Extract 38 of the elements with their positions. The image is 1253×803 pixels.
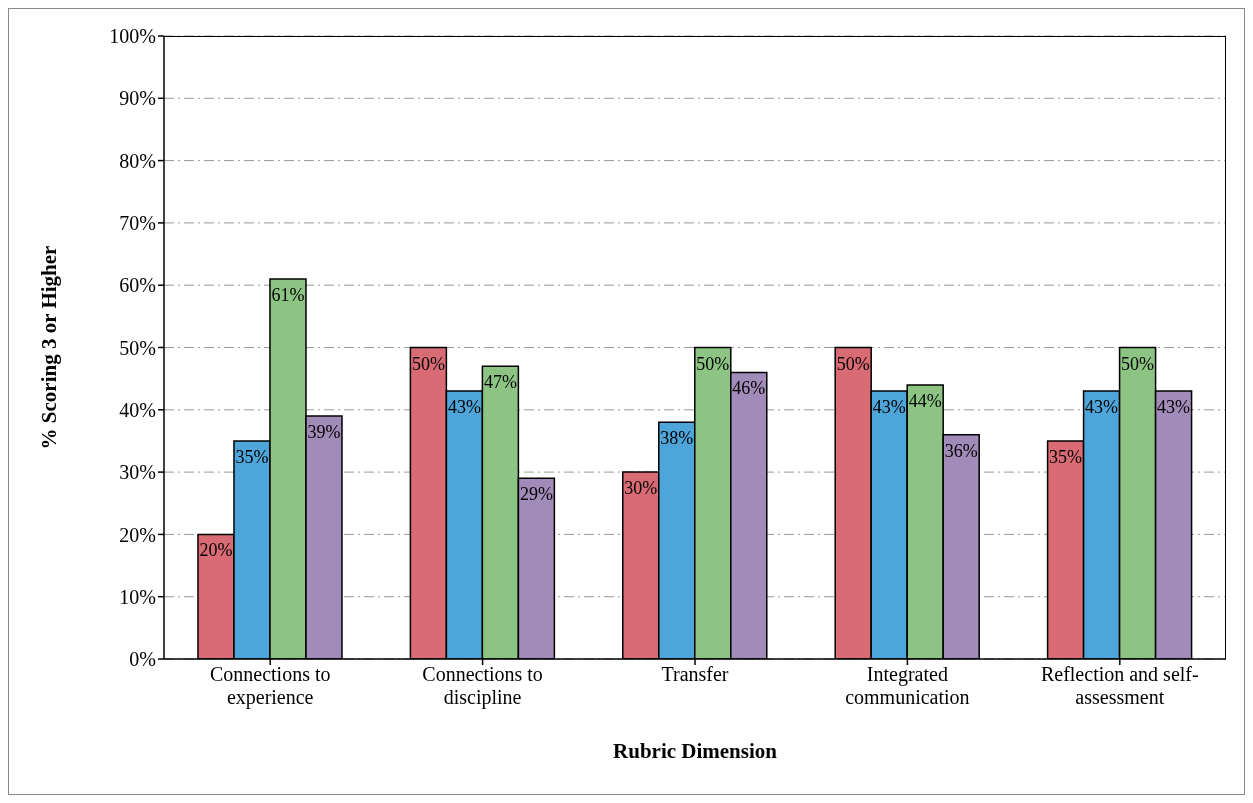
- data-label: 47%: [483, 372, 517, 393]
- y-axis-title: % Scoring 3 or Higher: [37, 245, 62, 450]
- data-label: 20%: [199, 540, 233, 561]
- data-label: 39%: [307, 422, 341, 443]
- data-label: 50%: [696, 353, 730, 374]
- y-tick-label: 70%: [119, 212, 156, 234]
- data-label: 46%: [732, 378, 766, 399]
- y-tick-label: 80%: [119, 149, 156, 172]
- x-tick-label: Connections to discipline: [422, 663, 543, 709]
- data-label: 50%: [411, 353, 445, 374]
- data-label: 35%: [1049, 446, 1083, 467]
- y-tick-label: 20%: [119, 523, 156, 546]
- x-axis-title: Rubric Dimension: [612, 739, 778, 764]
- data-label: 36%: [944, 440, 978, 461]
- x-tick-label: Reflection and self-assessment: [1040, 663, 1199, 708]
- data-label: 43%: [447, 397, 481, 418]
- data-label: 50%: [1121, 353, 1155, 374]
- data-label: 61%: [271, 284, 305, 305]
- y-tick-label: 60%: [119, 274, 156, 297]
- y-tick-label: 100%: [109, 25, 156, 48]
- y-tick-label: 50%: [119, 336, 156, 359]
- data-label: 50%: [836, 353, 870, 374]
- y-tick-label: 40%: [119, 398, 156, 421]
- data-label: 43%: [1085, 397, 1119, 418]
- y-tick-label: 90%: [119, 87, 156, 110]
- data-label: 29%: [519, 484, 553, 505]
- x-tick-label: Transfer: [661, 663, 729, 685]
- y-tick-label: 30%: [119, 461, 156, 484]
- data-label: 43%: [1157, 397, 1191, 418]
- data-label: 38%: [660, 428, 694, 449]
- x-tick-label: Connections to experience: [209, 663, 331, 709]
- data-label: 35%: [235, 446, 269, 467]
- data-label: 44%: [908, 390, 942, 411]
- y-tick-label: 10%: [119, 585, 156, 608]
- data-label: 30%: [624, 478, 658, 499]
- data-label: 43%: [872, 397, 906, 418]
- x-tick-label: Integrated communication: [845, 663, 970, 708]
- y-tick-label: 0%: [129, 648, 156, 671]
